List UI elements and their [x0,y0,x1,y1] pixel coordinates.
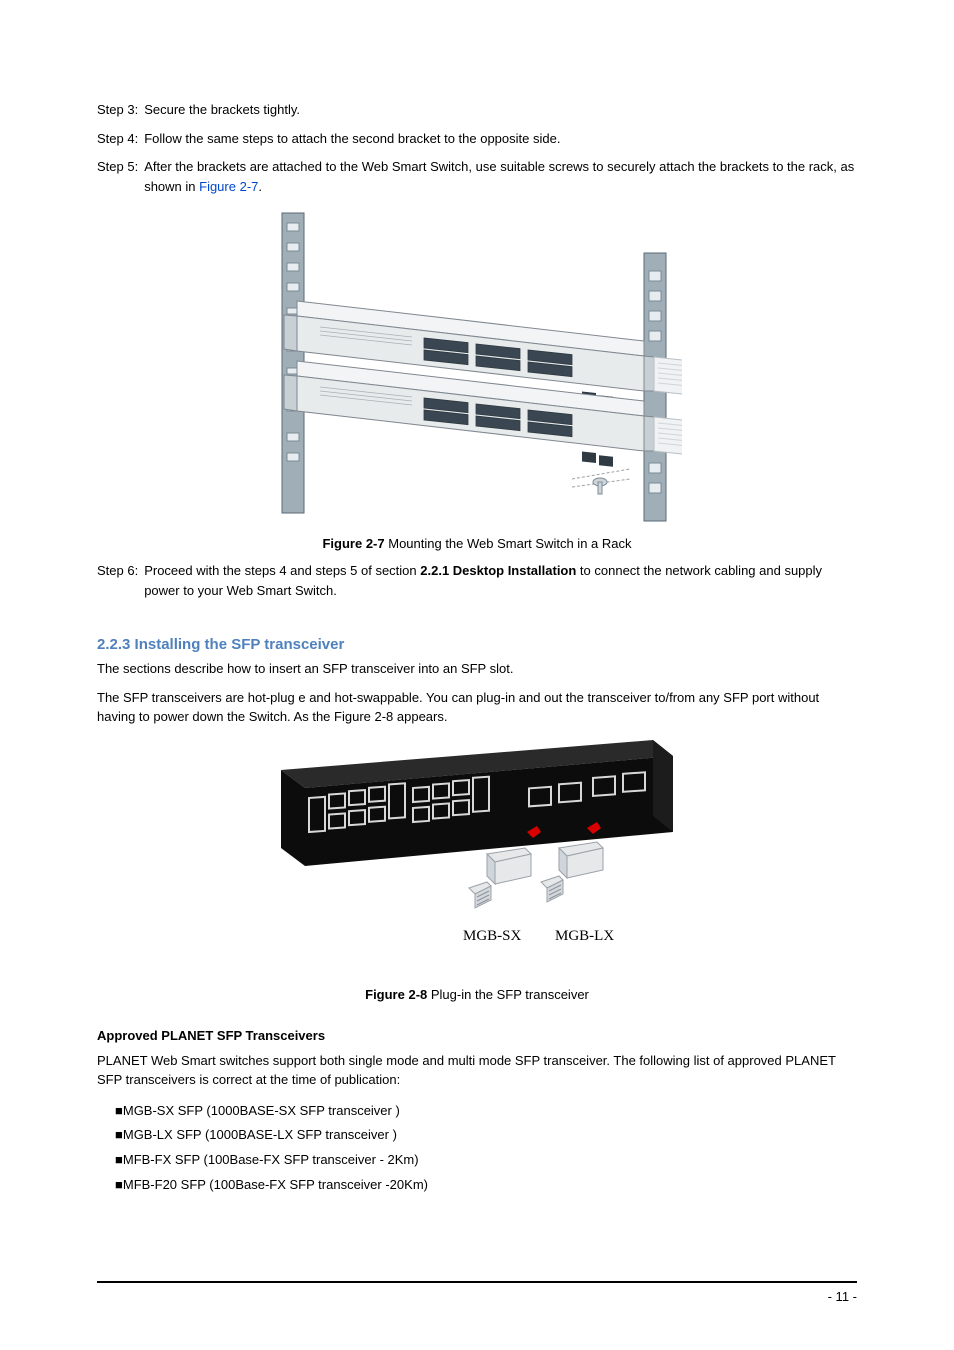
section-heading-sfp: 2.2.3 Installing the SFP transceiver [97,636,857,653]
step-6: Step 6: Proceed with the steps 4 and ste… [97,561,857,600]
figure-2-8-caption-text: Plug-in the SFP transceiver [431,987,589,1002]
step-5-body: After the brackets are attached to the W… [138,157,857,196]
approved-heading: Approved PLANET SFP Transceivers [97,1028,857,1043]
step-3-label: Step 3: [97,100,138,120]
step-6-label: Step 6: [97,561,138,600]
sfp-intro-p1: The sections describe how to insert an S… [97,659,857,679]
sfp-item-4-text: MFB-F20 SFP (100Base-FX SFP transceiver … [123,1177,428,1192]
step-6-body: Proceed with the steps 4 and steps 5 of … [138,561,857,600]
figure-2-7-caption: Figure 2-7 Mounting the Web Smart Switch… [97,536,857,551]
step-4-label: Step 4: [97,129,138,149]
sfp-item-1-text: MGB-SX SFP (1000BASE-SX SFP transceiver … [123,1103,400,1118]
sfp-item-2: ■MGB-LX SFP (1000BASE-LX SFP transceiver… [115,1123,857,1148]
figure-2-7: Figure 2-7 Mounting the Web Smart Switch… [97,205,857,551]
figure-2-7-caption-text: Mounting the Web Smart Switch in a Rack [388,536,631,551]
page: Step 3: Secure the brackets tightly. Ste… [0,0,954,1350]
bullet-icon: ■ [115,1127,123,1142]
bullet-icon: ■ [115,1152,123,1167]
sfp-item-2-text: MGB-LX SFP (1000BASE-LX SFP transceiver … [123,1127,397,1142]
mgb-lx-label: MGB-LX [555,928,614,944]
mgb-sx-label: MGB-SX [463,928,522,944]
figure-2-8-caption-prefix: Figure 2-8 [365,987,431,1002]
bullet-icon: ■ [115,1103,123,1118]
step-6-text-a: Proceed with the steps 4 and steps 5 of … [144,563,420,578]
figure-2-7-caption-prefix: Figure 2-7 [322,536,388,551]
approved-intro: PLANET Web Smart switches support both s… [97,1051,857,1090]
figure-2-7-link[interactable]: Figure 2-7 [199,179,258,194]
step-5-text-b: . [258,179,262,194]
sfp-item-4: ■MFB-F20 SFP (100Base-FX SFP transceiver… [115,1173,857,1198]
figure-2-8-caption: Figure 2-8 Plug-in the SFP transceiver [97,987,857,1002]
sfp-item-3: ■MFB-FX SFP (100Base-FX SFP transceiver … [115,1148,857,1173]
rack-mount-diagram [272,205,682,525]
step-3: Step 3: Secure the brackets tightly. [97,100,857,120]
figure-2-8: MGB-SX MGB-LX Figure 2-8 Plug-in the SFP… [97,736,857,1002]
step-5-label: Step 5: [97,157,138,196]
step-4: Step 4: Follow the same steps to attach … [97,129,857,149]
step-4-body: Follow the same steps to attach the seco… [138,129,857,149]
sfp-item-3-text: MFB-FX SFP (100Base-FX SFP transceiver -… [123,1152,419,1167]
sfp-item-1: ■MGB-SX SFP (1000BASE-SX SFP transceiver… [115,1099,857,1124]
footer-rule [97,1281,857,1283]
step-3-body: Secure the brackets tightly. [138,100,857,120]
page-footer: - 11 - [97,1281,857,1304]
sfp-intro-p2: The SFP transceivers are hot-plug e and … [97,688,857,727]
sfp-insert-diagram: MGB-SX MGB-LX [277,736,677,976]
bullet-icon: ■ [115,1177,123,1192]
page-number: - 11 - [97,1289,857,1304]
desktop-install-ref[interactable]: 2.2.1 Desktop Installation [420,563,576,578]
step-5: Step 5: After the brackets are attached … [97,157,857,196]
